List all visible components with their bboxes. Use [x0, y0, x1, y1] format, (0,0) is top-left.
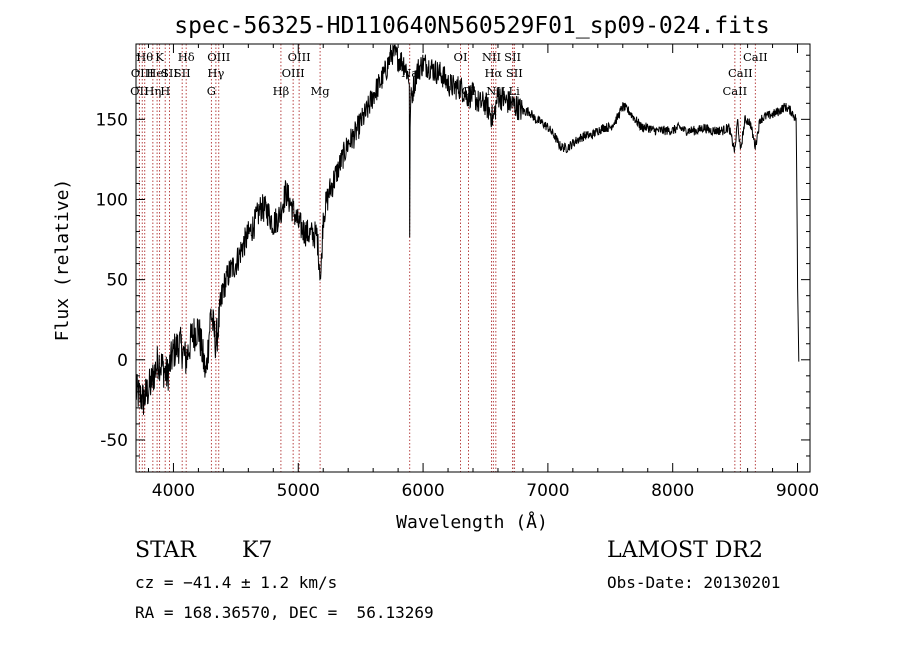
spectral-line-label: Hδ [178, 50, 195, 64]
spectral-line-label: SII [504, 50, 521, 64]
x-tick-label: 4000 [152, 481, 195, 501]
spectral-line-label: Hγ [207, 66, 224, 80]
object-class: STAR [135, 538, 196, 563]
x-tick-label: 5000 [277, 481, 320, 501]
survey-name: LAMOST DR2 [607, 538, 763, 563]
x-tick-label: 8000 [651, 481, 694, 501]
x-axis-label: Wavelength (Å) [396, 511, 548, 533]
spectral-line-label: OIII [131, 66, 154, 80]
spectral-line-label: Hβ [273, 84, 290, 98]
chart-title: spec-56325-HD110640N560529F01_sp09-024.f… [174, 13, 769, 39]
spectral-line-label: CaII [743, 50, 768, 64]
line-marker-group [138, 44, 756, 472]
spectral-line-label: SII [174, 66, 191, 80]
y-tick-label: 150 [96, 110, 128, 130]
y-tick-label: 100 [96, 190, 128, 210]
spectral-line-label: OIII [282, 66, 305, 80]
line-label-group: OIIOIIIHθHηHeIKHSIIHδSIIGHγOIIIHβOIIIOII… [130, 50, 768, 98]
spectral-line-label: G [207, 84, 216, 98]
spectral-line-label: SII [506, 66, 523, 80]
spectral-line-label: CaII [722, 84, 747, 98]
spectral-line-label: Mg [311, 84, 331, 98]
spectral-line-label: OII [130, 84, 149, 98]
y-tick-label: -50 [100, 431, 128, 451]
spectral-line-label: H [160, 84, 170, 98]
coordinates: RA = 168.36570, DEC = 56.13269 [135, 603, 434, 622]
x-tick-label: 7000 [526, 481, 569, 501]
spectral-line-label: CaII [728, 66, 753, 80]
spectral-line-label: Li [509, 84, 521, 98]
observation-date: Obs-Date: 20130201 [607, 573, 781, 592]
x-axis: 4000 5000 6000 7000 8000 9000 [147, 44, 819, 501]
spectral-line-label: NII [482, 50, 501, 64]
spectral-line-label: OIII [207, 50, 230, 64]
spectral-line-label: HeI [146, 66, 167, 80]
spectrum-line [135, 44, 800, 415]
x-tick-label: 9000 [776, 481, 819, 501]
spectral-line-label: SII [161, 66, 178, 80]
spectral-line-label: K [155, 50, 164, 64]
spectral-line-label: Hα [484, 66, 502, 80]
spectral-line-label: Hη [144, 84, 161, 98]
spectral-line-label: OI [462, 84, 476, 98]
y-tick-label: 50 [106, 271, 128, 291]
y-axis-label: Flux (relative) [52, 179, 73, 342]
spectral-line-label: Hθ [136, 50, 153, 64]
spectral-line-label: NII [486, 84, 505, 98]
y-tick-label: 0 [117, 351, 128, 371]
redshift-value: cz = −41.4 ± 1.2 km/s [135, 573, 338, 592]
spectral-line-label: OIII [288, 50, 311, 64]
spectral-line-label: OI [454, 50, 468, 64]
spectral-line-label: Na [401, 66, 418, 80]
x-tick-label: 6000 [401, 481, 444, 501]
y-axis: -50 0 50 100 150 [96, 54, 810, 457]
object-subclass: K7 [242, 538, 273, 563]
